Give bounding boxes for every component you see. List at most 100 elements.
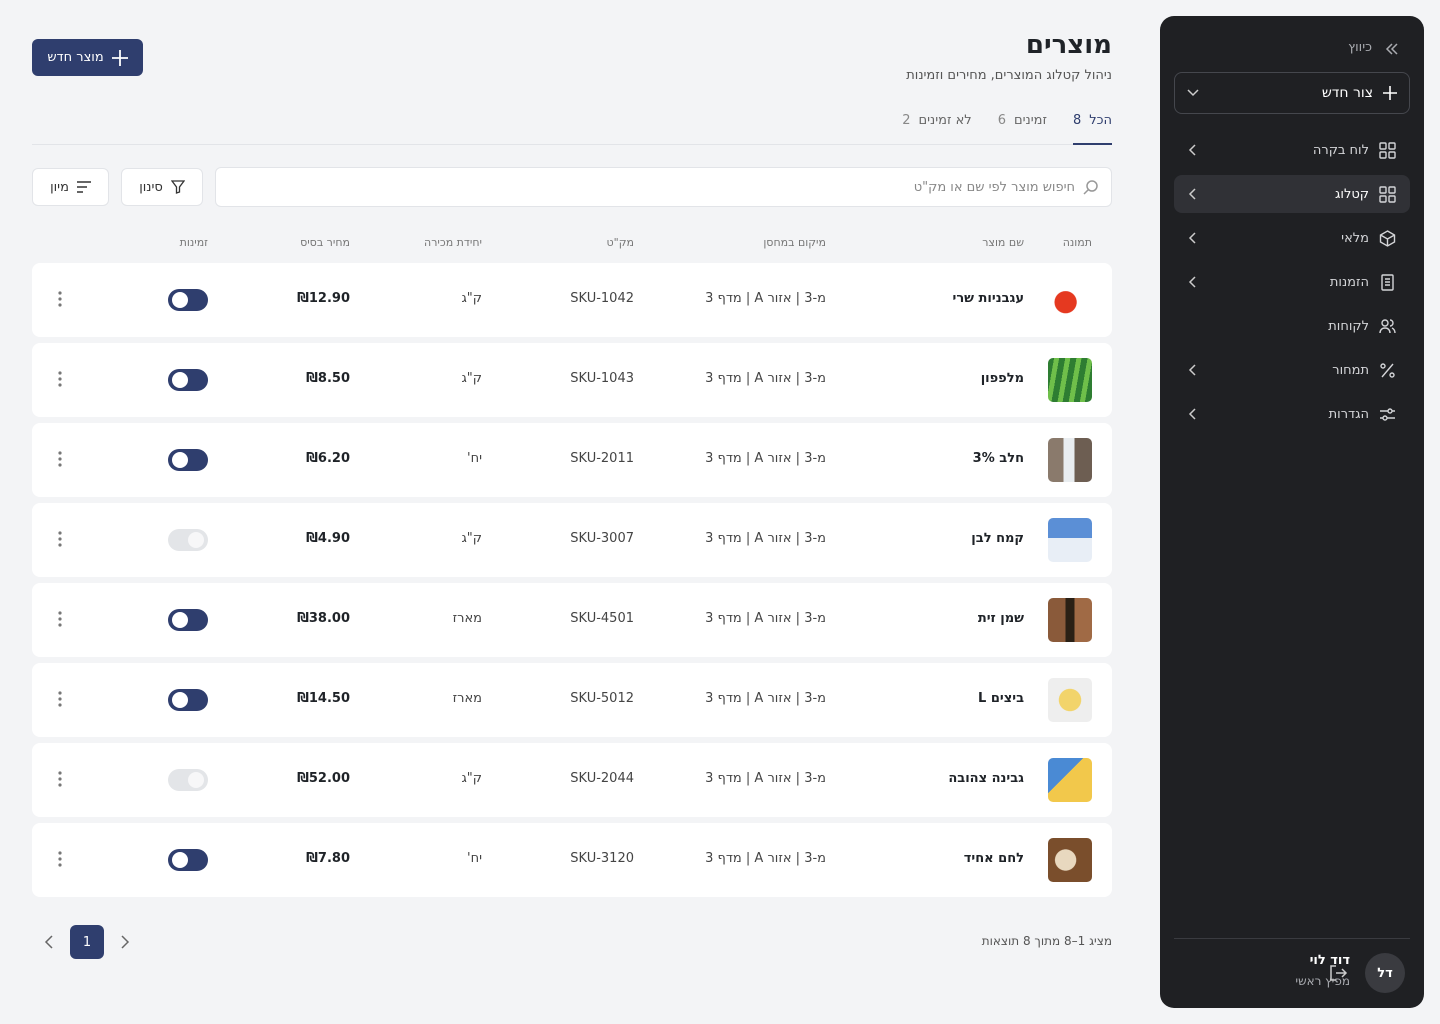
product-unit: ק"ג — [461, 291, 482, 306]
product-image — [1048, 438, 1092, 482]
product-location: מ-3 | אזור A | מדף 3 — [705, 611, 826, 626]
create-new[interactable]: צור חדש — [1174, 72, 1410, 114]
product-row: לחם אחיד מ-3 | אזור A | מדף 3 SKU-3120 יח' ₪… — [32, 823, 1112, 897]
product-unit: ק"ג — [461, 771, 482, 786]
next-page[interactable] — [120, 935, 130, 949]
tab-label: זמינים — [1013, 113, 1047, 128]
row-menu[interactable] — [58, 851, 62, 867]
product-location: מ-3 | אזור A | מדף 3 — [705, 451, 826, 466]
row-menu[interactable] — [58, 371, 62, 387]
nav-icon — [1381, 273, 1394, 291]
row-menu[interactable] — [58, 771, 62, 787]
nav-icon — [1379, 229, 1396, 247]
submenu-chevron — [1188, 144, 1196, 156]
toggle-knob — [172, 852, 188, 868]
nav-item[interactable]: הזמנות — [1174, 263, 1410, 301]
tab[interactable]: הכל 8 — [1072, 108, 1112, 145]
sort-button[interactable]: מיון — [32, 168, 109, 206]
toggle-knob — [188, 532, 204, 548]
availability-toggle[interactable] — [168, 849, 208, 871]
product-price: ₪8.50 — [306, 371, 350, 386]
product-name: לחם אחיד — [963, 851, 1024, 866]
column-header: מחיר בסיס — [300, 236, 350, 249]
tabs: הכל 8 זמינים 6 לא זמינים 2 — [32, 108, 1112, 145]
tab-label: הכל — [1089, 113, 1112, 128]
product-row: מלפפון מ-3 | אזור A | מדף 3 SKU-1043 ק"ג ₪8.… — [32, 343, 1112, 417]
product-unit: ק"ג — [461, 531, 482, 546]
column-header: יחידת מכירה — [424, 236, 482, 249]
submenu-chevron — [1188, 276, 1196, 288]
collapse-button[interactable]: כיווץ — [1348, 40, 1372, 55]
tab-count: 6 — [997, 113, 1006, 128]
filter-icon — [170, 180, 185, 194]
product-name: ביצים L — [978, 691, 1024, 706]
product-image — [1048, 598, 1092, 642]
user-name: דוד לוי — [1309, 953, 1350, 968]
row-menu[interactable] — [58, 451, 62, 467]
user-role: מפיץ ראשי — [1295, 974, 1350, 988]
row-menu[interactable] — [58, 611, 62, 627]
nav-label: תמחור — [1332, 362, 1369, 378]
product-sku: SKU-3007 — [570, 531, 634, 546]
submenu-chevron — [1188, 408, 1196, 420]
availability-toggle[interactable] — [168, 609, 208, 631]
plus-icon — [1383, 86, 1397, 100]
product-image — [1048, 518, 1092, 562]
nav-item[interactable]: לוח בקרה — [1174, 131, 1410, 169]
product-image — [1048, 758, 1092, 802]
sort-label: מיון — [50, 179, 69, 195]
nav-icon — [1379, 185, 1396, 203]
column-header: מיקום במחסן — [763, 236, 826, 249]
toggle-knob — [172, 452, 188, 468]
row-menu[interactable] — [58, 691, 62, 707]
product-sku: SKU-4501 — [570, 611, 634, 626]
search-box[interactable]: חיפוש מוצר לפי שם או מק"ט — [215, 167, 1112, 207]
nav-item[interactable]: לקוחות — [1174, 307, 1410, 345]
page-button[interactable]: 1 — [70, 925, 104, 959]
sort-icon — [76, 181, 91, 193]
availability-toggle[interactable] — [168, 689, 208, 711]
product-row: גבינה צהובה מ-3 | אזור A | מדף 3 SKU-2044 ק… — [32, 743, 1112, 817]
logout-button[interactable] — [1328, 963, 1348, 983]
nav-label: מלאי — [1341, 230, 1369, 246]
tab[interactable]: לא זמינים 2 — [902, 108, 971, 145]
product-row: קמח לבן מ-3 | אזור A | מדף 3 SKU-3007 ק"ג ₪4… — [32, 503, 1112, 577]
product-location: מ-3 | אזור A | מדף 3 — [705, 691, 826, 706]
new-product-button[interactable]: מוצר חדש — [32, 39, 143, 76]
nav-item[interactable]: קטלוג — [1174, 175, 1410, 213]
submenu-chevron — [1188, 364, 1196, 376]
row-menu[interactable] — [58, 291, 62, 307]
product-price: ₪7.80 — [306, 851, 350, 866]
product-sku: SKU-2044 — [570, 771, 634, 786]
availability-toggle[interactable] — [168, 369, 208, 391]
results-summary: מציג 1–8 מתוך 8 תוצאות — [981, 934, 1112, 948]
search-placeholder: חיפוש מוצר לפי שם או מק"ט — [913, 179, 1075, 195]
product-price: ₪52.00 — [297, 771, 350, 786]
product-name: גבינה צהובה — [948, 771, 1024, 786]
product-sku: SKU-1043 — [570, 371, 634, 386]
product-price: ₪14.50 — [297, 691, 350, 706]
nav-item[interactable]: הגדרות — [1174, 395, 1410, 433]
create-label: צור חדש — [1321, 85, 1373, 101]
nav-item[interactable]: מלאי — [1174, 219, 1410, 257]
product-sku: SKU-2011 — [570, 451, 634, 466]
tab[interactable]: זמינים 6 — [998, 108, 1047, 145]
new-product-label: מוצר חדש — [47, 50, 104, 65]
prev-page[interactable] — [44, 935, 54, 949]
filter-button[interactable]: סינון — [121, 168, 203, 206]
availability-toggle[interactable] — [168, 769, 208, 791]
availability-toggle[interactable] — [168, 449, 208, 471]
product-unit: ק"ג — [461, 371, 482, 386]
dropdown-icon — [1187, 89, 1199, 97]
product-sku: SKU-1042 — [570, 291, 634, 306]
nav-icon — [1379, 141, 1396, 159]
product-name: חלב 3% — [972, 451, 1024, 466]
availability-toggle[interactable] — [168, 529, 208, 551]
row-menu[interactable] — [58, 531, 62, 547]
tab-label: לא זמינים — [918, 113, 972, 128]
availability-toggle[interactable] — [168, 289, 208, 311]
product-row: שמן זית מ-3 | אזור A | מדף 3 SKU-4501 מארז ₪… — [32, 583, 1112, 657]
nav-item[interactable]: תמחור — [1174, 351, 1410, 389]
